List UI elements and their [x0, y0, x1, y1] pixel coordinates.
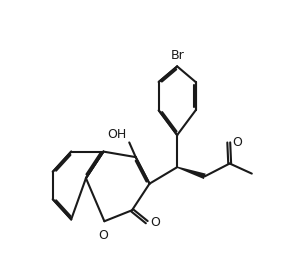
- Polygon shape: [177, 167, 206, 179]
- Text: Br: Br: [170, 49, 184, 62]
- Text: O: O: [98, 228, 108, 242]
- Text: O: O: [232, 136, 242, 149]
- Text: OH: OH: [107, 128, 126, 141]
- Text: O: O: [151, 216, 160, 229]
